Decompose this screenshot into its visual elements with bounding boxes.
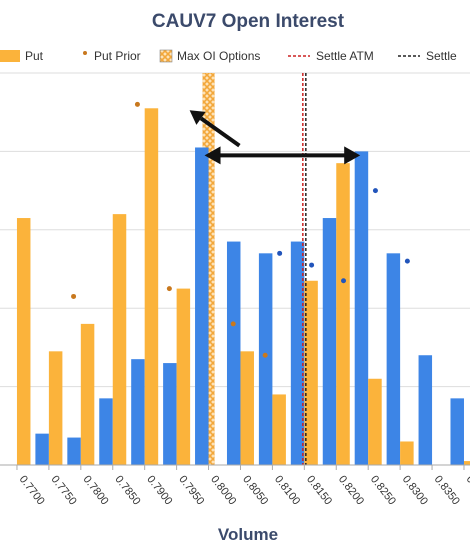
x-tick-label: 0.8150 — [304, 473, 334, 507]
legend-label: Settle — [426, 49, 457, 63]
call-prior-dot — [309, 262, 315, 268]
call-bar — [354, 151, 369, 465]
x-tick-label: 0.8100 — [272, 473, 302, 507]
annotations — [189, 110, 361, 165]
x-tick-label: 0.8400 — [464, 473, 470, 507]
arrowhead-right — [344, 146, 361, 165]
arrowhead — [189, 110, 206, 125]
call-bar — [195, 147, 209, 466]
call-bar — [163, 363, 177, 465]
call-prior-dot — [404, 258, 410, 264]
put-bar — [240, 351, 254, 465]
x-tick-label: 0.8200 — [336, 473, 366, 507]
legend-label: Settle ATM — [316, 49, 374, 63]
x-tick-label: 0.7800 — [80, 473, 110, 507]
put-bar — [176, 288, 191, 465]
legend-swatch-hatch — [159, 49, 173, 63]
put-prior-dot — [262, 352, 268, 358]
call-bar — [226, 241, 241, 465]
call-bar — [450, 398, 464, 465]
call-bar — [258, 253, 273, 465]
call-prior-dot — [277, 250, 283, 256]
put-bar — [368, 378, 382, 465]
put-bar — [80, 323, 95, 465]
call-bar — [131, 359, 145, 465]
put-bar — [463, 461, 470, 465]
settle-lines — [302, 73, 307, 465]
legend-swatch-bar — [0, 50, 20, 62]
x-tick-label: 0.8000 — [208, 473, 238, 507]
x-tick-label: 0.7700 — [17, 473, 47, 507]
x-tick-label: 0.7850 — [112, 473, 142, 507]
put-prior-dot — [134, 101, 140, 107]
x-tick-label: 0.7750 — [49, 473, 79, 507]
x-axis-title: Volume — [218, 525, 278, 544]
put-bar — [304, 280, 318, 465]
call-bar — [322, 218, 337, 465]
legend-label: Max OI Options — [177, 49, 260, 63]
call-prior-dot — [341, 278, 347, 284]
put-bar — [400, 441, 414, 465]
prior-dots — [71, 101, 410, 358]
call-bar — [67, 437, 81, 465]
x-axis: 0.7700 0.7750 0.7800 0.7850 0.7900 0.7950 0.80… — [0, 464, 470, 507]
x-tick-label: 0.8250 — [368, 473, 398, 507]
call-bar — [99, 398, 113, 465]
put-bar — [16, 218, 31, 465]
put-prior-dot — [230, 321, 236, 327]
call-bar — [35, 433, 49, 465]
x-tick-label: 0.8050 — [240, 473, 270, 507]
x-tick-label: 0.8350 — [432, 473, 462, 507]
call-prior-dot — [372, 188, 378, 194]
put-prior-dot — [166, 286, 172, 292]
put-bar — [272, 394, 286, 465]
legend: Put Put Prior Max OI Options Settle ATM Sett… — [0, 49, 457, 63]
call-bar — [418, 355, 433, 465]
call-bar — [290, 241, 305, 465]
chart-title: CAUV7 Open Interest — [152, 11, 345, 32]
legend-label: Put Prior — [94, 49, 141, 63]
call-bar — [386, 253, 401, 465]
put-bar — [336, 163, 350, 465]
x-tick-label: 0.7900 — [144, 473, 174, 507]
arrowhead-left — [204, 146, 221, 165]
x-tick-label: 0.7950 — [176, 473, 206, 507]
legend-label: Put — [25, 49, 44, 63]
x-tick-label: 0.8300 — [400, 473, 430, 507]
put-prior-dot — [71, 293, 77, 299]
bars — [16, 108, 470, 466]
put-bar — [48, 351, 63, 465]
put-bar — [144, 108, 159, 465]
legend-swatch-dot — [83, 51, 87, 55]
arrow-shaft — [199, 116, 241, 148]
put-bar — [112, 214, 127, 465]
